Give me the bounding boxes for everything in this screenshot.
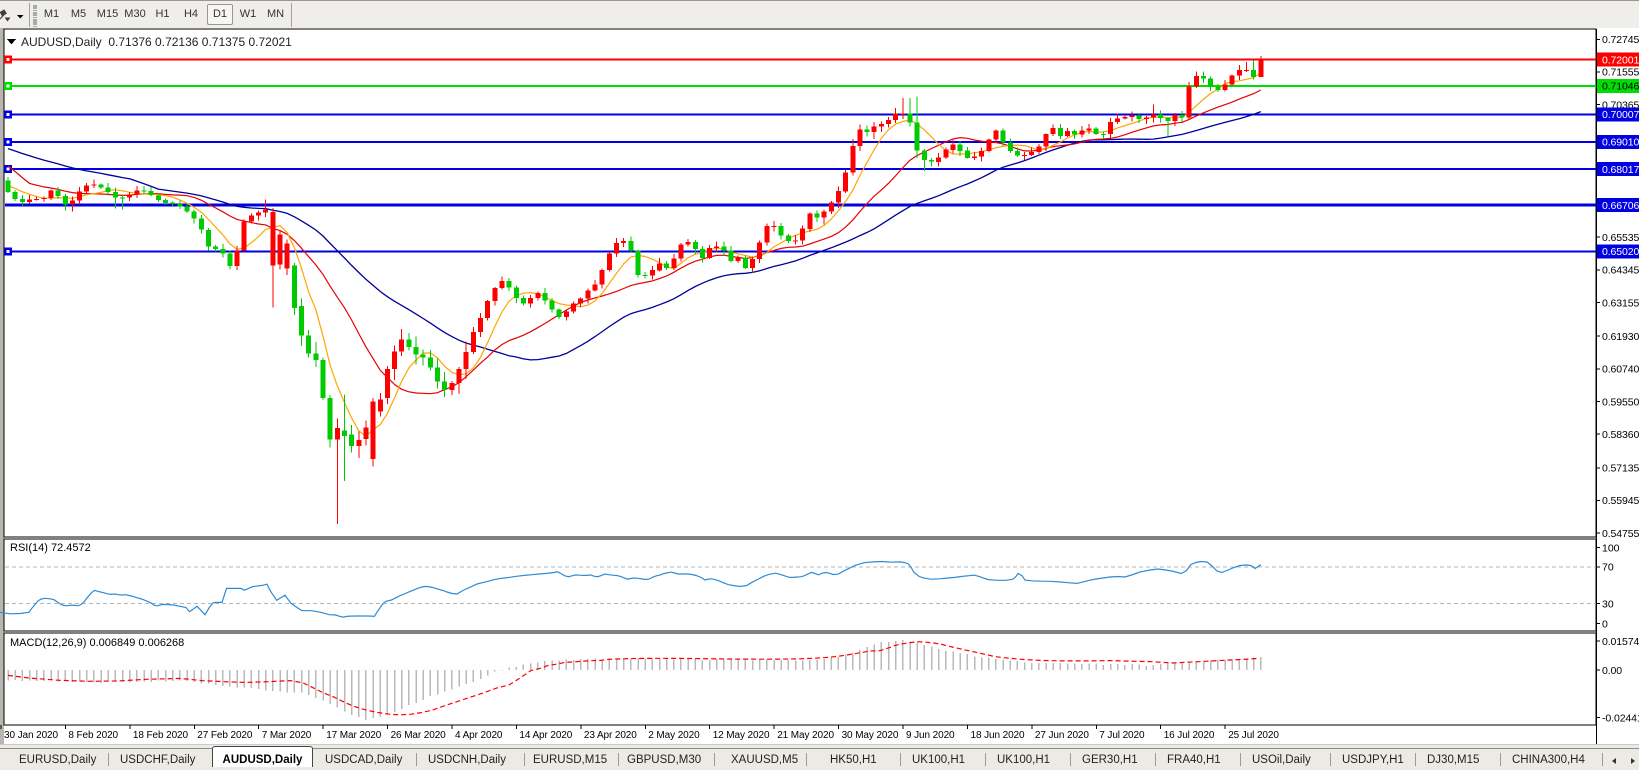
svg-text:25 Jul 2020: 25 Jul 2020 <box>1228 730 1279 741</box>
svg-text:26 Mar 2020: 26 Mar 2020 <box>391 730 447 741</box>
svg-text:2 May 2020: 2 May 2020 <box>648 730 700 741</box>
svg-text:0.63155: 0.63155 <box>1602 297 1639 309</box>
svg-text:0.60740: 0.60740 <box>1602 364 1639 376</box>
svg-text:0.65020: 0.65020 <box>1602 246 1639 258</box>
svg-text:30 Jan 2020: 30 Jan 2020 <box>4 730 58 741</box>
svg-text:0.61930: 0.61930 <box>1602 331 1639 343</box>
svg-text:0.72745: 0.72745 <box>1602 34 1639 46</box>
svg-text:0.59550: 0.59550 <box>1602 396 1639 408</box>
svg-text:MACD(12,26,9) 0.006849 0.00626: MACD(12,26,9) 0.006849 0.006268 <box>10 637 184 649</box>
svg-text:12 May 2020: 12 May 2020 <box>713 730 770 741</box>
svg-text:0.72001: 0.72001 <box>1602 55 1639 67</box>
svg-text:0.68017: 0.68017 <box>1602 164 1639 176</box>
svg-text:100: 100 <box>1602 542 1620 554</box>
svg-text:0: 0 <box>1602 618 1608 630</box>
svg-text:8 Feb 2020: 8 Feb 2020 <box>68 730 118 741</box>
svg-text:27 Feb 2020: 27 Feb 2020 <box>197 730 253 741</box>
svg-text:0.57135: 0.57135 <box>1602 463 1639 475</box>
svg-text:18 Feb 2020: 18 Feb 2020 <box>133 730 189 741</box>
svg-text:AUDUSD,Daily 0.71376 0.72136: AUDUSD,Daily 0.71376 0.72136 0.71375 0.7… <box>21 35 292 49</box>
svg-text:16 Jul 2020: 16 Jul 2020 <box>1164 730 1215 741</box>
svg-text:30: 30 <box>1602 598 1614 610</box>
svg-text:0.70007: 0.70007 <box>1602 109 1639 121</box>
svg-text:RSI(14) 72.4572: RSI(14) 72.4572 <box>10 542 91 554</box>
svg-text:0.69010: 0.69010 <box>1602 137 1639 149</box>
svg-text:30 May 2020: 30 May 2020 <box>842 730 899 741</box>
svg-text:-0.024412: -0.024412 <box>1602 712 1639 724</box>
svg-text:23 Apr 2020: 23 Apr 2020 <box>584 730 637 741</box>
svg-text:7 Jul 2020: 7 Jul 2020 <box>1099 730 1145 741</box>
svg-text:0.66706: 0.66706 <box>1602 200 1639 212</box>
svg-text:0.54755: 0.54755 <box>1602 528 1639 540</box>
svg-text:0.55945: 0.55945 <box>1602 495 1639 507</box>
svg-text:21 May 2020: 21 May 2020 <box>777 730 834 741</box>
svg-text:0.00: 0.00 <box>1602 665 1622 677</box>
svg-text:0.64345: 0.64345 <box>1602 265 1639 277</box>
svg-text:4 Apr 2020: 4 Apr 2020 <box>455 730 503 741</box>
svg-text:70: 70 <box>1602 562 1614 574</box>
svg-text:0.71046: 0.71046 <box>1602 81 1639 93</box>
svg-text:0.015741: 0.015741 <box>1602 636 1639 648</box>
svg-text:0.58360: 0.58360 <box>1602 429 1639 441</box>
svg-text:27 Jun 2020: 27 Jun 2020 <box>1035 730 1089 741</box>
svg-text:18 Jun 2020: 18 Jun 2020 <box>971 730 1025 741</box>
svg-text:14 Apr 2020: 14 Apr 2020 <box>519 730 572 741</box>
svg-text:9 Jun 2020: 9 Jun 2020 <box>906 730 955 741</box>
svg-text:7 Mar 2020: 7 Mar 2020 <box>262 730 312 741</box>
svg-text:17 Mar 2020: 17 Mar 2020 <box>326 730 382 741</box>
svg-text:0.71555: 0.71555 <box>1602 67 1639 79</box>
svg-text:0.65535: 0.65535 <box>1602 232 1639 244</box>
